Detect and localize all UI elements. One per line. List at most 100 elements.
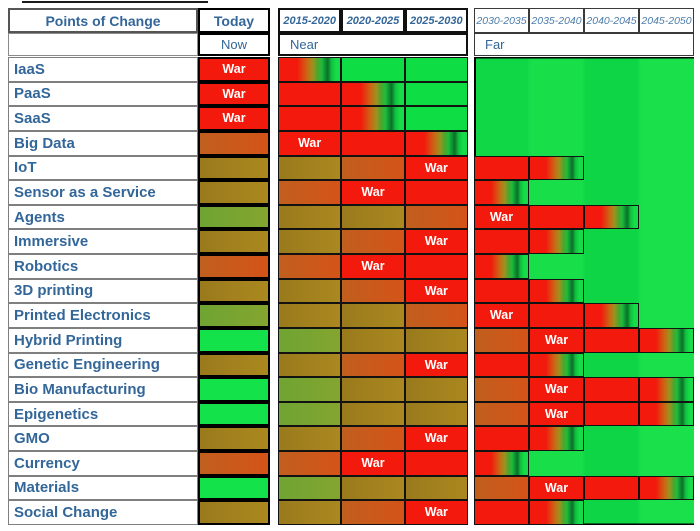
near-period-cell xyxy=(341,155,405,181)
war-badge: War xyxy=(544,382,569,397)
far-period-header: 2030-2035 xyxy=(474,8,529,33)
far-period-cell xyxy=(639,180,694,205)
far-period-headers: 2030-2035 2035-2040 2040-2045 2045-2050 xyxy=(474,8,694,33)
section-gap xyxy=(270,328,278,353)
near-period-header: 2015-2020 xyxy=(278,8,342,33)
war-badge: War xyxy=(222,86,246,101)
war-badge: War xyxy=(298,135,322,150)
near-period-cell xyxy=(404,254,468,279)
today-cell: War xyxy=(198,106,270,131)
near-period-cell xyxy=(404,451,468,476)
row-label: Genetic Engineering xyxy=(8,352,198,378)
section-gap xyxy=(270,205,278,230)
far-period-header: 2035-2040 xyxy=(529,8,584,33)
table-row: PaaS War xyxy=(8,81,694,107)
section-gap xyxy=(270,156,278,181)
far-period-cell xyxy=(474,106,529,131)
near-period-cell: War xyxy=(341,451,405,476)
far-period-cell xyxy=(584,254,639,279)
today-cell xyxy=(198,130,270,156)
near-period-cell xyxy=(278,229,342,254)
far-period-cell xyxy=(639,229,694,254)
far-period-cell xyxy=(584,451,639,476)
far-period-cell xyxy=(473,500,529,525)
far-period-cell xyxy=(529,82,584,107)
row-label: Epigenetics xyxy=(8,401,198,427)
far-period-cell xyxy=(638,475,694,501)
row-label: Big Data xyxy=(8,130,198,156)
near-period-cell xyxy=(341,57,405,82)
far-period-cell: War xyxy=(473,303,529,328)
near-period-cell xyxy=(404,377,468,402)
far-period-cell: War xyxy=(528,401,584,427)
near-period-cell xyxy=(278,180,342,205)
today-cell xyxy=(198,180,270,205)
section-gap xyxy=(270,106,278,131)
far-period-cell xyxy=(529,57,584,82)
today-cell xyxy=(198,377,270,402)
near-period-cell: War xyxy=(404,229,468,254)
far-period-cell: War xyxy=(528,377,584,402)
today-cell xyxy=(198,204,270,230)
table-row: Sensor as a Service War xyxy=(8,180,694,205)
section-gap xyxy=(270,279,278,304)
far-track xyxy=(473,254,694,279)
near-period-cell: War xyxy=(404,352,468,378)
near-period-cell xyxy=(404,475,468,501)
far-period-cell xyxy=(639,254,694,279)
section-gap xyxy=(270,353,278,378)
near-period-header: 2025-2030 xyxy=(404,8,468,33)
near-period-cell xyxy=(341,130,405,156)
near-period-cell xyxy=(404,180,468,205)
far-track xyxy=(473,278,694,304)
far-period-cell xyxy=(473,451,529,476)
roadmap-rows: IaaS War PaaS War SaaS War Big Data War IoT War Se… xyxy=(8,57,694,525)
far-period-cell xyxy=(529,106,584,131)
today-cell xyxy=(198,500,270,525)
near-period-cell xyxy=(404,106,468,131)
far-period-cell xyxy=(584,500,639,525)
far-period-cell xyxy=(473,327,529,353)
far-period-cell xyxy=(639,451,694,476)
far-period-cell xyxy=(584,156,639,181)
far-period-cell xyxy=(583,204,639,230)
war-badge: War xyxy=(424,160,448,175)
table-row: Materials War xyxy=(8,475,694,501)
near-period-cell: War xyxy=(404,426,468,451)
near-period-cell xyxy=(341,229,405,254)
table-row: Big Data War xyxy=(8,130,694,156)
far-period-cell xyxy=(529,451,584,476)
far-track: War xyxy=(473,377,694,402)
near-period-cell: War xyxy=(341,180,405,205)
near-period-cell xyxy=(404,204,468,230)
near-period-cell xyxy=(278,451,342,476)
today-cell xyxy=(198,475,270,501)
war-badge: War xyxy=(222,62,246,77)
near-period-cell xyxy=(341,303,405,328)
table-row: Agents War xyxy=(8,204,694,230)
row-label: SaaS xyxy=(8,106,198,131)
far-period-cell xyxy=(638,327,694,353)
section-gap xyxy=(270,451,278,476)
near-period-header: 2020-2025 xyxy=(341,8,405,33)
top-edge-artifact-line xyxy=(22,1,208,3)
row-label: Bio Manufacturing xyxy=(8,377,198,402)
far-period-cell: War xyxy=(473,204,529,230)
empty-header-cell xyxy=(8,33,198,56)
now-label: Now xyxy=(198,33,270,56)
today-cell xyxy=(198,327,270,353)
near-period-cell xyxy=(278,327,342,353)
far-period-cell xyxy=(473,426,529,451)
far-period-cell xyxy=(639,156,694,181)
near-period-cell xyxy=(341,327,405,353)
near-period-cell xyxy=(404,81,468,107)
far-period-cell xyxy=(473,475,529,501)
far-period-cell xyxy=(473,180,529,205)
section-gap xyxy=(270,426,278,451)
war-badge: War xyxy=(424,505,448,520)
row-label: Printed Electronics xyxy=(8,303,198,328)
near-period-cell xyxy=(278,475,342,501)
table-row: Genetic Engineering War xyxy=(8,352,694,378)
row-label: Agents xyxy=(8,204,198,230)
